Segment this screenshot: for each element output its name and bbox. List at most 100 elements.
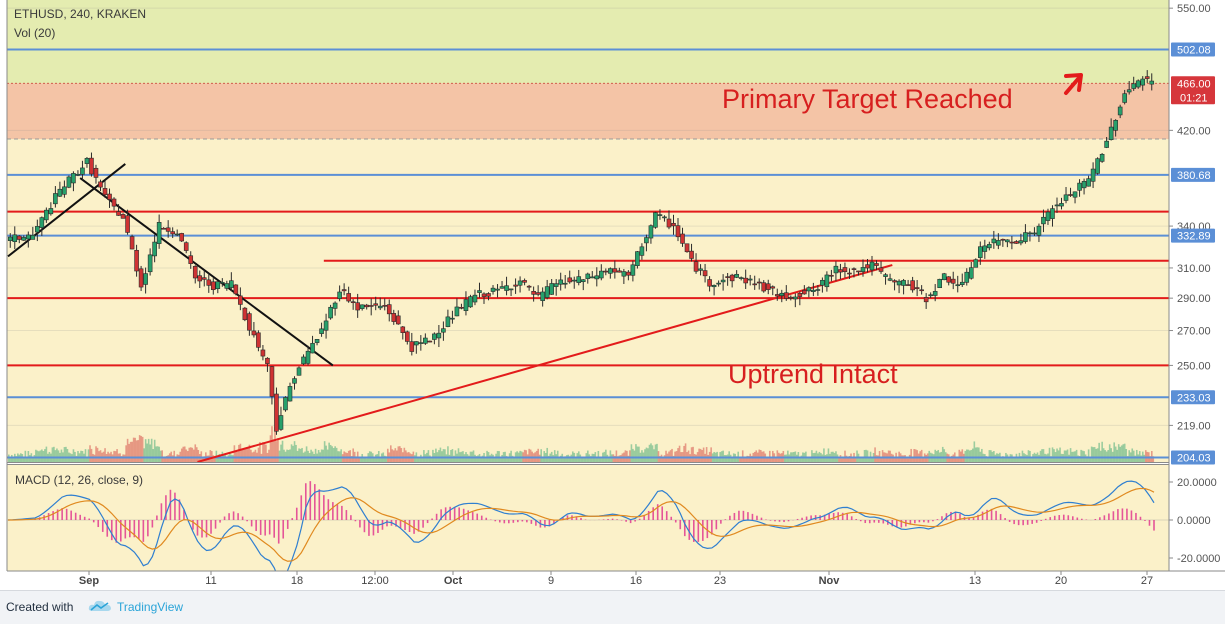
volume-bar (893, 457, 896, 462)
volume-bar (744, 457, 747, 462)
macd-histogram-bar (625, 520, 627, 522)
macd-histogram-bar (530, 520, 533, 524)
macd-histogram-bar (422, 520, 424, 528)
volume-bar (1131, 448, 1134, 462)
price-chart[interactable]: 550.00 420.00 340.00 310.00 290.00 270.00 250.… (0, 0, 1225, 590)
macd-histogram-bar (106, 520, 109, 537)
volume-bar (687, 450, 690, 462)
candle (675, 225, 681, 238)
volume-bar (439, 447, 442, 462)
volume-bar (827, 448, 830, 462)
volume-bar (350, 456, 353, 462)
candle (359, 304, 365, 309)
macd-histogram-bar (1130, 510, 1133, 520)
level-price-label: 502.08 (1177, 44, 1211, 56)
macd-histogram-bar (868, 520, 871, 524)
candle (238, 295, 243, 305)
candle (1131, 83, 1136, 89)
volume-bar (499, 456, 502, 462)
candle (1086, 178, 1091, 187)
candle (914, 287, 920, 289)
macd-histogram-bar (846, 514, 848, 520)
candle (287, 386, 293, 402)
macd-histogram-bar (241, 516, 244, 520)
candle (567, 277, 573, 283)
volume-bar (1140, 455, 1143, 462)
macd-histogram-bar (129, 520, 131, 538)
volume-bar (755, 450, 758, 462)
candle (535, 292, 541, 295)
candle (747, 278, 753, 281)
candle (571, 279, 577, 282)
macd-histogram-bar (138, 520, 140, 540)
volume-bar (167, 455, 170, 462)
volume-bar (677, 448, 679, 462)
volume-bar (765, 457, 768, 462)
current-price-label: 466.00 (1177, 78, 1211, 90)
volume-bar (143, 448, 145, 462)
volume-bar (454, 450, 457, 462)
macd-histogram-bar (56, 509, 59, 520)
volume-bar (860, 457, 863, 462)
macd-histogram-bar (566, 515, 569, 520)
candle (165, 227, 171, 232)
volume-bar (44, 449, 46, 462)
volume-bar (84, 449, 87, 462)
macd-histogram-bar (950, 511, 952, 520)
macd-histogram-bar (341, 505, 343, 520)
candle (905, 284, 911, 286)
macd-histogram-bar (453, 506, 456, 520)
volume-bar (394, 448, 397, 462)
candle (161, 227, 166, 230)
volume-bar (1048, 447, 1051, 462)
volume-bar (941, 446, 944, 462)
volume-bar (1020, 456, 1022, 462)
macd-histogram-bar (1081, 518, 1083, 520)
volume-bar (684, 443, 687, 462)
volume-bar (418, 456, 421, 462)
candle (725, 276, 730, 278)
candle (1032, 232, 1037, 235)
macd-histogram-bar (1099, 517, 1101, 520)
macd-histogram-bar (535, 520, 537, 526)
volume-bar (1017, 457, 1019, 462)
candle (229, 280, 234, 288)
volume-bar (638, 446, 640, 462)
volume-bar (335, 447, 338, 462)
volume-bar (128, 443, 130, 462)
volume-bar (722, 450, 724, 462)
candle (950, 278, 956, 284)
candle (26, 234, 31, 240)
tradingview-link[interactable]: TradingView (117, 600, 184, 614)
macd-histogram-bar (1017, 520, 1020, 526)
volume-bar (188, 447, 191, 462)
volume-bar (632, 448, 634, 462)
volume-bar (54, 450, 57, 462)
volume-bar (493, 457, 496, 462)
volume-bar (39, 450, 42, 462)
volume-bar (298, 448, 300, 462)
candle (12, 234, 18, 242)
volume-bar (958, 449, 961, 462)
macd-histogram-bar (431, 518, 433, 520)
volume-bar (417, 457, 419, 462)
volume-bar (214, 456, 216, 462)
macd-histogram-bar (1058, 515, 1061, 520)
volume-bar (174, 457, 177, 462)
candle (93, 167, 99, 178)
volume-bar (624, 450, 627, 462)
volume-bar (146, 443, 148, 462)
volume-bar (65, 446, 67, 462)
candle (580, 279, 586, 283)
volume-bar (1096, 448, 1099, 462)
candle (477, 290, 482, 293)
volume-bar (1126, 456, 1129, 462)
macd-histogram-bar (309, 481, 312, 520)
candle (404, 331, 410, 342)
macd-histogram-bar (702, 520, 704, 541)
candle (793, 296, 798, 300)
volume-bar (513, 456, 515, 462)
candle (838, 269, 843, 273)
volume-bar (220, 457, 222, 462)
macd-histogram-bar (408, 520, 411, 532)
